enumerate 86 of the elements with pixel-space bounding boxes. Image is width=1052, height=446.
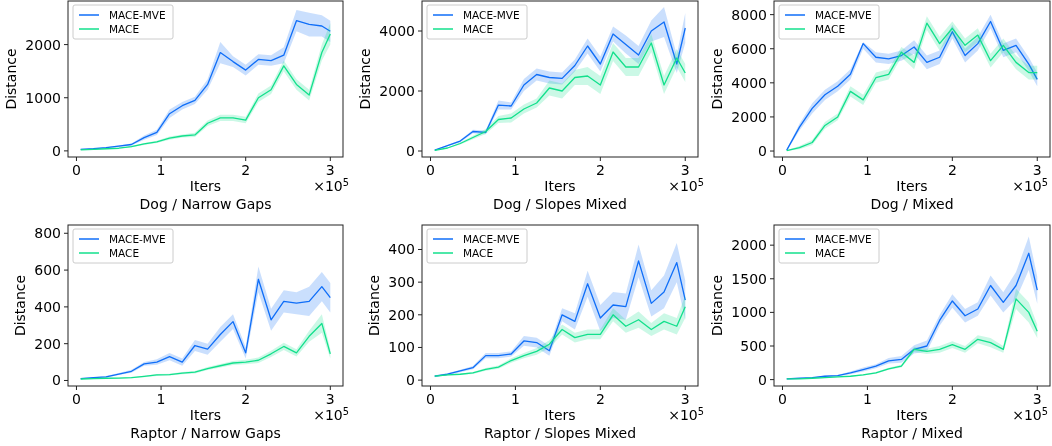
x-tick-label: 1 [156, 162, 166, 178]
text: ×10$^{5}$ [1012, 405, 1048, 423]
text: ×10$^{5}$ [668, 176, 704, 194]
x-tick-label: 2 [595, 391, 605, 407]
legend-label: MACE [109, 247, 140, 259]
x-tick-label: 0 [778, 162, 787, 178]
y-axis-title: Distance [365, 274, 382, 337]
x-tick-label: 2 [241, 162, 251, 178]
x-tick-label: 2 [241, 391, 251, 407]
x-tick-label: 3 [325, 162, 335, 178]
y-tick-label: 1000 [25, 89, 61, 106]
x-tick-label: 2 [595, 162, 605, 178]
text: Dog / Narrow Gaps [139, 196, 272, 212]
x-tick-label: 1 [862, 162, 872, 178]
y-tick-label: 4000 [379, 23, 415, 39]
y-tick-label: 600 [34, 262, 61, 279]
text: Dog / Slopes Mixed [493, 196, 627, 212]
legend-label: MACE [815, 247, 846, 259]
x-axis-title: Iters [544, 178, 576, 194]
y-tick-label: 6000 [731, 40, 767, 57]
x-axis-title: Iters [896, 178, 928, 194]
x-tick-label: 3 [1032, 391, 1042, 407]
x-tick-label: 0 [426, 391, 435, 407]
x-tick-label: 1 [156, 391, 166, 407]
y-tick-label: 200 [388, 306, 415, 323]
text: ×10$^{5}$ [313, 405, 349, 423]
y-tick-label: 100 [388, 339, 415, 356]
legend-label: MACE [815, 23, 846, 35]
y-tick-label: 2000 [379, 83, 415, 99]
text: Raptor / Narrow Gaps [130, 425, 281, 441]
y-tick-label: 0 [406, 143, 415, 159]
x-axis-title: Iters [896, 407, 928, 423]
y-tick-label: 200 [34, 335, 61, 352]
y-tick-label: 4000 [731, 74, 767, 91]
x-tick-label: 3 [680, 162, 690, 178]
y-axis-title: Distance [709, 274, 725, 337]
text: Raptor / Slopes Mixed [483, 425, 637, 441]
y-tick-label: 2000 [25, 36, 61, 53]
legend-label: MACE [109, 23, 140, 35]
text: ×10$^{5}$ [668, 405, 704, 423]
y-tick-label: 2000 [731, 237, 767, 254]
legend-label: MACE-MVE [109, 233, 166, 245]
legend-label: MACE-MVE [109, 9, 166, 21]
x-axis-title: Iters [189, 407, 222, 423]
text: Raptor / Mixed [861, 425, 963, 441]
y-tick-label: 8000 [731, 6, 767, 23]
x-tick-label: 3 [325, 391, 335, 407]
x-axis-title: Iters [189, 178, 222, 194]
y-tick-label: 500 [740, 338, 767, 354]
y-tick-label: 800 [34, 225, 61, 242]
legend-label: MACE-MVE [815, 233, 872, 245]
legend-label: MACE-MVE [815, 9, 872, 21]
y-axis-title: Distance [357, 48, 373, 110]
x-tick-label: 3 [1032, 162, 1042, 178]
x-tick-label: 1 [510, 162, 520, 178]
y-tick-label: 300 [388, 274, 415, 291]
x-tick-label: 0 [72, 162, 81, 178]
y-tick-label: 2000 [731, 108, 767, 125]
y-tick-label: 0 [52, 372, 61, 389]
x-tick-label: 2 [947, 162, 957, 178]
y-axis-title: Distance [11, 274, 28, 337]
text: Dog / Mixed [870, 196, 954, 212]
x-tick-label: 2 [947, 391, 957, 407]
text: ×10$^{5}$ [313, 176, 349, 194]
text: ×10$^{5}$ [1012, 176, 1048, 194]
legend-label: MACE-MVE [463, 233, 520, 245]
y-tick-label: 0 [406, 372, 415, 389]
x-tick-label: 0 [426, 162, 435, 178]
x-tick-label: 0 [72, 391, 81, 407]
y-tick-label: 400 [388, 241, 415, 258]
y-tick-label: 0 [52, 142, 61, 159]
y-tick-label: 400 [34, 298, 61, 315]
y-tick-label: 1000 [731, 304, 767, 321]
legend-label: MACE [463, 247, 494, 259]
x-tick-label: 3 [680, 391, 690, 407]
y-tick-label: 0 [758, 143, 767, 160]
legend-label: MACE [463, 23, 494, 35]
x-tick-label: 1 [510, 391, 520, 407]
y-axis-title: Distance [709, 48, 725, 110]
y-axis-title: Distance [3, 48, 19, 110]
legend-label: MACE-MVE [463, 9, 520, 21]
x-axis-title: Iters [544, 407, 576, 423]
x-tick-label: 0 [778, 391, 787, 407]
y-tick-label: 1500 [731, 270, 767, 287]
x-tick-label: 1 [862, 391, 872, 407]
y-tick-label: 0 [758, 371, 767, 388]
